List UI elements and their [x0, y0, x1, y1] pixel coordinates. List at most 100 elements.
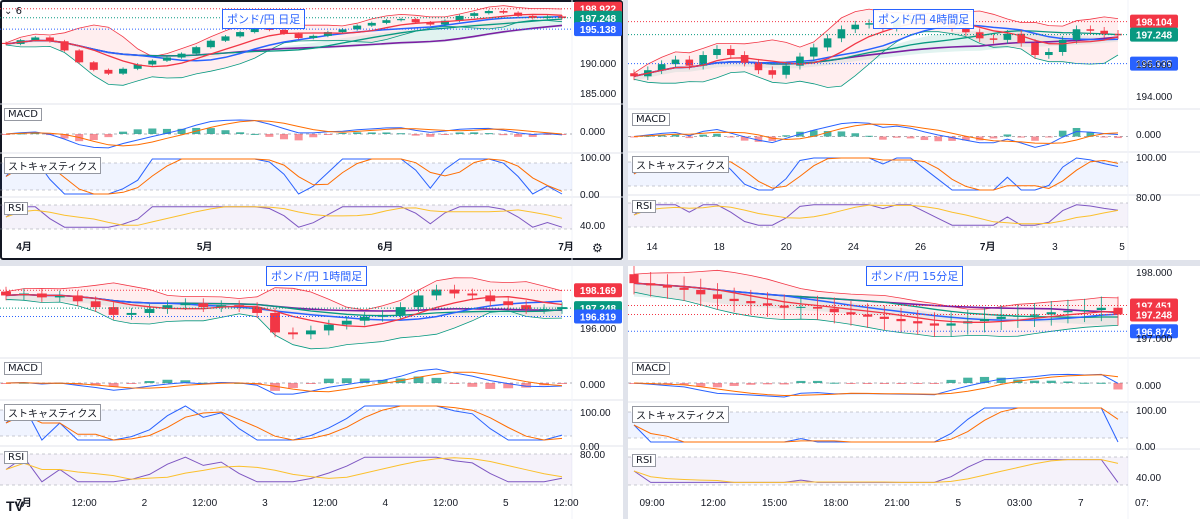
- macd-histogram-bar: [180, 380, 191, 383]
- macd-histogram-bar: [712, 383, 723, 388]
- macd-histogram-bar: [177, 128, 186, 134]
- candle-body: [133, 64, 142, 69]
- candle-body: [768, 70, 777, 75]
- candle-body: [309, 35, 318, 39]
- macd-histogram-bar: [946, 379, 956, 383]
- pane-label-macd[interactable]: MACD: [4, 108, 42, 121]
- collapse-toggle[interactable]: ⌄ 6: [4, 6, 22, 17]
- macd-signal-line: [5, 371, 563, 393]
- candle-body: [762, 303, 773, 306]
- macd-histogram-bar: [309, 134, 318, 138]
- candle-body: [712, 294, 723, 299]
- candle-body: [946, 323, 956, 326]
- macd-histogram-bar: [1029, 380, 1040, 383]
- macd-histogram-bar: [484, 133, 493, 135]
- macd-histogram-bar: [1045, 136, 1053, 138]
- macd-line: [5, 119, 563, 149]
- candle-body: [1072, 29, 1081, 40]
- candle-body: [279, 29, 289, 34]
- candle-body: [829, 308, 839, 313]
- pane-label-rsi[interactable]: RSI: [632, 200, 657, 213]
- panel-divider-vertical[interactable]: [623, 0, 628, 519]
- candle-body: [685, 59, 694, 66]
- pane-label-rsi[interactable]: RSI: [632, 454, 657, 467]
- macd-histogram-bar: [644, 135, 652, 137]
- macd-histogram-bar: [270, 383, 280, 391]
- pane-label-rsi[interactable]: RSI: [4, 451, 29, 464]
- gear-icon[interactable]: ⚙: [592, 241, 603, 255]
- candle-body: [754, 62, 763, 71]
- stoch-tick-label: 0.00: [1136, 442, 1156, 453]
- candle-body: [467, 293, 478, 296]
- pane-label-stoch[interactable]: ストキャスティクス: [632, 156, 730, 173]
- stoch-tick-label: 100.00: [1136, 406, 1167, 417]
- macd-histogram-bar: [60, 134, 69, 139]
- candle-body: [426, 22, 435, 25]
- macd-histogram-bar: [19, 382, 29, 384]
- candle-body: [503, 301, 514, 306]
- stoch-tick-label: 0.00: [580, 190, 600, 201]
- panel-divider-horizontal[interactable]: [0, 260, 1200, 266]
- stoch-d-line: [633, 407, 1119, 443]
- pane-label-stoch[interactable]: ストキャスティクス: [4, 157, 102, 174]
- chart-panel-1h[interactable]: 198.169197.248196.819196.0000.000100.000…: [0, 266, 623, 519]
- price-tag: 197.248: [580, 14, 617, 25]
- macd-histogram-bar: [685, 136, 694, 139]
- pane-label-macd[interactable]: MACD: [632, 362, 670, 375]
- x-tick-label: 15:00: [762, 498, 787, 509]
- chevron-down-icon: ⌄: [4, 6, 13, 17]
- macd-histogram-bar: [837, 131, 846, 137]
- candle-body: [499, 11, 508, 13]
- candle-body: [60, 41, 69, 51]
- pane-label-stoch[interactable]: ストキャスティクス: [4, 404, 102, 421]
- macd-histogram-bar: [906, 136, 915, 139]
- macd-histogram-bar: [1046, 380, 1056, 383]
- x-tick-label: 12:00: [553, 498, 578, 509]
- candle-body: [411, 19, 420, 23]
- rsi-tick-label: 40.00: [1136, 473, 1161, 484]
- x-tick-label: 4: [383, 498, 389, 509]
- chart-svg: 197.451197.248196.874198.000197.0000.000…: [628, 266, 1200, 519]
- macd-histogram-bar: [726, 136, 735, 138]
- macd-histogram-bar: [740, 136, 749, 141]
- x-tick-label: 26: [915, 242, 927, 253]
- macd-histogram-bar: [557, 383, 567, 384]
- pane-label-macd[interactable]: MACD: [632, 113, 670, 126]
- candle-body: [126, 312, 137, 315]
- x-tick-label: 5: [503, 498, 509, 509]
- chart-title[interactable]: ポンド/円 4時間足: [873, 9, 975, 29]
- pane-label-stoch[interactable]: ストキャスティクス: [632, 406, 730, 423]
- candle-body: [75, 50, 84, 63]
- candle-body: [1, 291, 11, 296]
- candle-body: [180, 303, 191, 306]
- candle-body: [72, 295, 83, 302]
- candle-body: [746, 301, 756, 304]
- candle-body: [989, 38, 998, 40]
- ma-fast-line: [633, 22, 1119, 77]
- chart-title[interactable]: ポンド/円 1時間足: [266, 266, 368, 286]
- chart-panel-4h[interactable]: 198.104 197.248 195.335 196.000 194.000 0.000…: [628, 0, 1200, 260]
- chart-panel-daily[interactable]: 198.922 197.248 195.138 190.000 185.000 0.000…: [0, 0, 623, 260]
- macd-histogram-bar: [521, 383, 532, 388]
- price-tick-label: 190.000: [580, 59, 617, 70]
- candle-body: [252, 307, 263, 313]
- stoch-tick-label: 0.00: [580, 442, 600, 453]
- price-tag-bg: [574, 309, 622, 324]
- rsi-line: [633, 204, 1119, 226]
- pane-label-rsi[interactable]: RSI: [4, 202, 29, 215]
- candle-body: [543, 16, 552, 19]
- macd-histogram-bar: [338, 133, 347, 135]
- chart-title[interactable]: ポンド/円 15分足: [866, 266, 964, 286]
- pane-label-macd[interactable]: MACD: [4, 362, 42, 375]
- candle-body: [177, 53, 186, 58]
- candle-body: [896, 318, 906, 322]
- candle-body: [341, 320, 352, 325]
- price-tick-label: 185.000: [580, 89, 617, 100]
- price-tag: 198.104: [1136, 18, 1173, 29]
- chart-title[interactable]: ポンド/円 日足: [222, 9, 306, 29]
- candle-body: [629, 274, 639, 284]
- price-tick-label: 196.000: [1136, 60, 1173, 71]
- macd-histogram-bar: [1058, 130, 1067, 137]
- chart-panel-15m[interactable]: 197.451 197.248 196.874 198.000 197.000 0.000…: [628, 266, 1200, 519]
- candle-body: [206, 40, 215, 48]
